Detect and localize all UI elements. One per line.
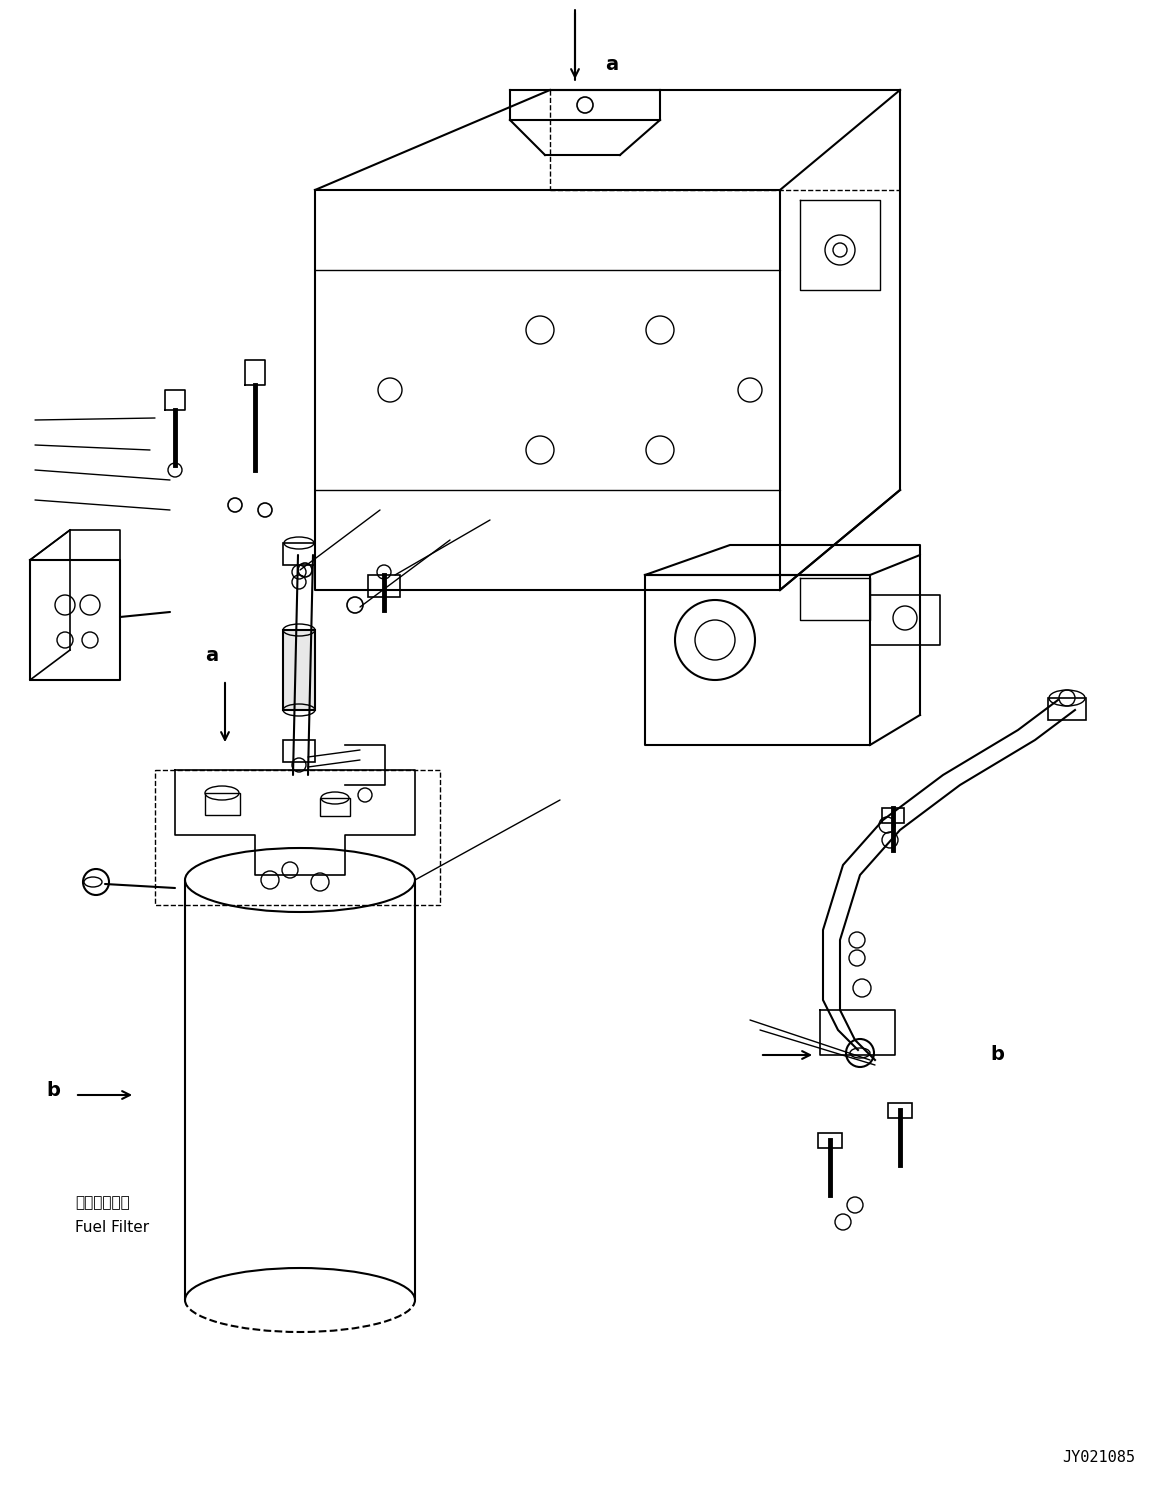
Bar <box>882 808 904 823</box>
Text: b: b <box>46 1081 60 1099</box>
Text: a: a <box>206 646 219 665</box>
Bar <box>283 631 315 710</box>
Bar <box>368 576 400 596</box>
Bar <box>283 740 315 762</box>
Bar <box>320 798 351 816</box>
Bar <box>889 1103 912 1118</box>
Bar <box>1048 698 1086 720</box>
Text: Fuel Filter: Fuel Filter <box>75 1220 149 1235</box>
Bar <box>205 793 239 816</box>
Text: b: b <box>990 1045 1004 1065</box>
Bar <box>818 1133 842 1148</box>
Text: a: a <box>605 55 618 75</box>
Bar <box>283 543 315 565</box>
Text: 燃料フィルタ: 燃料フィルタ <box>75 1194 130 1211</box>
Text: JY021085: JY021085 <box>1062 1451 1135 1466</box>
